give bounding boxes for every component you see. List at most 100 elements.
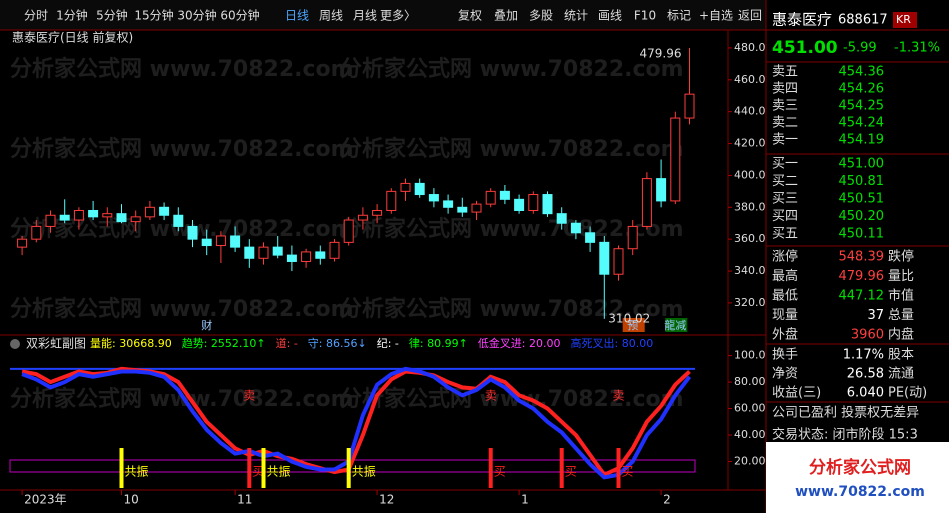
candle-body (400, 182, 411, 192)
x-tick-label: 2 (663, 493, 671, 507)
indicator-value: 守: 86.56↓ (308, 336, 367, 350)
candle-body (45, 214, 56, 227)
toolbar-button[interactable]: 多股 (529, 9, 553, 23)
candle-body (372, 209, 383, 216)
candle-body (215, 235, 226, 247)
candle-body (585, 232, 596, 243)
toolbar-button[interactable]: 1分钟 (56, 8, 88, 23)
bid-price: 450.11 (839, 227, 885, 242)
event-label: 预 (627, 319, 638, 332)
toolbar-button[interactable]: 30分钟 (177, 8, 216, 23)
watermark: 分析家公式网 www.70822.com (10, 136, 354, 162)
signal-bar (119, 448, 124, 488)
candle-body (471, 203, 482, 213)
y-tick-label: 480.0 (734, 41, 766, 54)
sell-signal: 卖 (243, 389, 255, 403)
candle-body (31, 225, 42, 240)
candle-body (102, 213, 113, 218)
toolbar-button[interactable]: 5分钟 (96, 8, 128, 23)
price-change: -5.99 (843, 41, 877, 56)
logo-bg (766, 442, 949, 513)
ask-label: 卖二 (772, 116, 798, 131)
candle-body (159, 206, 170, 216)
stat-label: 涨停 (772, 249, 798, 265)
toolbar-button[interactable]: 更多〉 (380, 9, 416, 23)
toolbar-button[interactable]: 分时 (24, 9, 48, 23)
stat-label: 内盘 (888, 327, 914, 343)
candle-body (329, 241, 340, 259)
candle-body (514, 198, 525, 211)
signal-bar (261, 448, 266, 488)
badge-bg (893, 12, 917, 28)
buy-signal: 买 (494, 465, 506, 479)
candle-body (684, 93, 695, 119)
candle-body (428, 194, 439, 202)
candle-body (343, 219, 354, 243)
stat-value: 37 (867, 308, 884, 323)
ask-label: 卖四 (772, 82, 798, 97)
y-tick-label: 380.0 (734, 200, 766, 213)
candle-body (130, 216, 141, 223)
stat-label: 换手 (772, 348, 798, 363)
y-tick-label: 440.0 (734, 105, 766, 118)
indicator-value: 趋势: 2552.10↑ (182, 337, 266, 350)
ask-price: 454.26 (839, 82, 885, 97)
toolbar-button[interactable]: 日线 (285, 9, 309, 23)
toolbar-button[interactable]: +自选 (699, 9, 733, 23)
y-tick-label: 340.0 (734, 264, 766, 277)
stat-label: 量比 (888, 269, 914, 284)
signal-bar (346, 448, 351, 488)
bid-price: 450.81 (839, 174, 885, 189)
toolbar-button[interactable]: 统计 (564, 9, 588, 23)
y-tick-label: 40.00 (734, 428, 766, 441)
toolbar-button[interactable]: 复权 (458, 9, 482, 23)
candle-body (485, 190, 496, 205)
toolbar-button[interactable]: 月线 (353, 9, 377, 23)
candle-body (386, 190, 397, 211)
candle-body (627, 225, 638, 250)
stat-value: 6.040 (847, 386, 884, 401)
toolbar-button[interactable]: 15分钟 (134, 8, 173, 23)
toolbar-button[interactable]: 60分钟 (220, 8, 259, 23)
candle-body (244, 246, 255, 259)
indicator-line (21, 366, 692, 480)
y-tick-label: 20.00 (734, 455, 766, 468)
stat-label: 收益(三) (772, 386, 821, 401)
note: 公司已盈利 投票权无差异 (772, 405, 919, 421)
watermark: 分析家公式网 www.70822.com (340, 136, 684, 162)
indicator-title: 双彩虹副图 (26, 337, 86, 351)
toolbar-button[interactable]: F10 (634, 9, 656, 23)
candle-body (457, 206, 468, 213)
badge: KR (896, 13, 911, 26)
indicator-icon[interactable] (10, 339, 20, 349)
candle-body (201, 238, 212, 247)
candle-body (414, 182, 425, 196)
ask-price: 454.25 (839, 99, 885, 114)
candle-body (599, 241, 610, 275)
toolbar-button[interactable]: 返回 (738, 9, 762, 23)
event-label: 财 (201, 318, 212, 332)
max-label: 479.96 (640, 46, 682, 60)
bid-label: 买五 (772, 227, 798, 242)
x-tick-label: 1 (521, 493, 529, 507)
x-tick-label: 11 (237, 493, 252, 507)
candle-body (641, 178, 652, 227)
buy-signal: 共振 (267, 465, 291, 479)
stat-value: 26.58 (847, 367, 884, 382)
signal-bar (559, 448, 564, 488)
toolbar-button[interactable]: 画线 (598, 9, 622, 23)
candle-body (443, 200, 454, 208)
bid-label: 买四 (772, 209, 798, 224)
toolbar-button[interactable]: 叠加 (494, 9, 518, 23)
toolbar-button[interactable]: 周线 (319, 9, 343, 23)
y-tick-label: 360.0 (734, 232, 766, 245)
bid-price: 450.51 (839, 192, 885, 207)
signal-bar (247, 448, 252, 488)
x-tick-label: 10 (124, 493, 139, 507)
stat-value: 548.39 (839, 250, 885, 265)
toolbar-button[interactable]: 标记 (667, 9, 691, 23)
x-tick-label: 2023年 (24, 493, 67, 507)
